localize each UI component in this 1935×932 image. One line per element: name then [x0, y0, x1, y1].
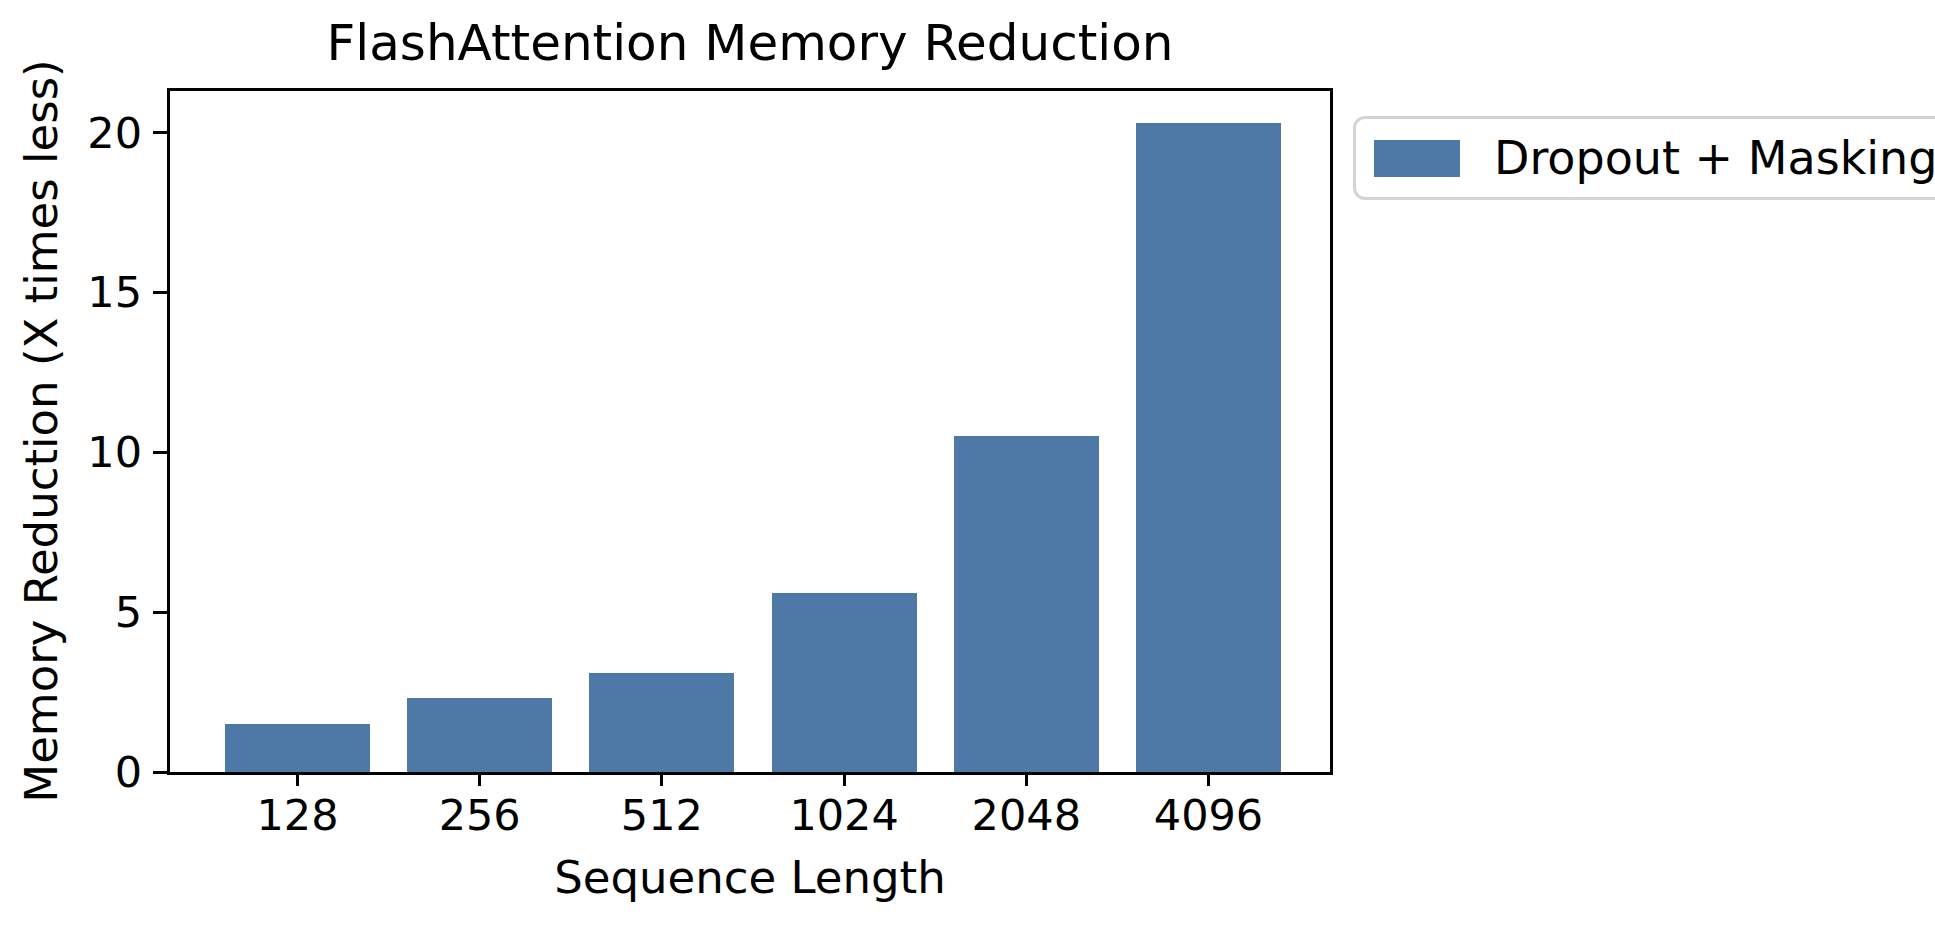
y-tick-label: 0: [0, 751, 142, 794]
x-tick-label: 256: [439, 794, 521, 837]
x-tick-label: 512: [621, 794, 703, 837]
y-tick-label: 20: [0, 111, 142, 154]
legend: Dropout + Masking: [1353, 116, 1935, 200]
bar-1024: [772, 593, 917, 772]
x-tick-mark: [1025, 772, 1028, 786]
plot-area: 12825651210242048409605101520: [167, 88, 1333, 775]
y-tick-label: 5: [0, 591, 142, 634]
y-tick-mark: [153, 131, 167, 134]
y-tick-mark: [153, 451, 167, 454]
bar-512: [589, 673, 734, 772]
bar-4096: [1136, 123, 1281, 772]
x-tick-mark: [478, 772, 481, 786]
x-tick-label: 2048: [972, 794, 1081, 837]
chart-title: FlashAttention Memory Reduction: [170, 16, 1330, 71]
x-tick-mark: [296, 772, 299, 786]
x-tick-mark: [843, 772, 846, 786]
legend-swatch-icon: [1374, 140, 1460, 177]
bar-128: [225, 724, 370, 772]
x-tick-mark: [1207, 772, 1210, 786]
x-tick-label: 4096: [1154, 794, 1263, 837]
x-axis-label: Sequence Length: [170, 853, 1330, 903]
bar-256: [407, 698, 552, 772]
y-tick-label: 10: [0, 431, 142, 474]
x-tick-mark: [660, 772, 663, 786]
y-tick-mark: [153, 291, 167, 294]
y-tick-label: 15: [0, 271, 142, 314]
figure: FlashAttention Memory Reduction Memory R…: [0, 0, 1935, 932]
legend-label: Dropout + Masking: [1494, 135, 1935, 181]
y-tick-mark: [153, 611, 167, 614]
bar-2048: [954, 436, 1099, 772]
x-tick-label: 1024: [789, 794, 898, 837]
x-tick-label: 128: [256, 794, 338, 837]
y-tick-mark: [153, 771, 167, 774]
